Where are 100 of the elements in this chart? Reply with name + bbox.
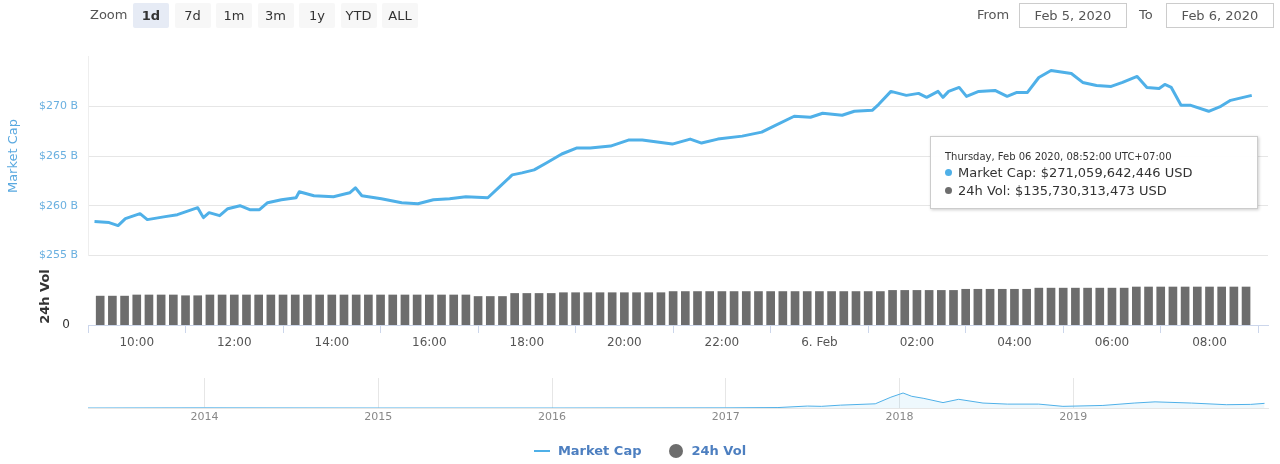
bar xyxy=(839,291,849,325)
bar xyxy=(766,291,775,325)
x-tick-label: 06:00 xyxy=(1094,335,1130,350)
bar xyxy=(156,294,166,325)
bar xyxy=(815,291,824,325)
bar xyxy=(863,291,873,325)
bar xyxy=(851,291,861,325)
bar xyxy=(522,293,532,325)
bar xyxy=(1144,286,1153,325)
bar xyxy=(400,294,410,325)
x-tick-label: 22:00 xyxy=(704,335,740,350)
bar xyxy=(412,294,422,325)
bar xyxy=(376,294,385,325)
text: ALL xyxy=(382,3,418,28)
bar xyxy=(339,294,349,325)
bar xyxy=(144,294,154,325)
bar xyxy=(1095,287,1105,325)
bar xyxy=(595,292,605,325)
bar xyxy=(778,291,788,325)
bar xyxy=(1034,287,1044,325)
bar xyxy=(949,290,958,325)
tooltip-box: Thursday, Feb 06 2020, 08:52:00 UTC+07:00 Market Cap: $271,059,642,446 USD 24h Vol: $135,730,313,473 USD xyxy=(930,136,1258,209)
x-tick-label: 2015 xyxy=(364,410,393,424)
bar xyxy=(485,296,495,325)
bar xyxy=(1132,286,1141,325)
x-tick-label: 08:00 xyxy=(1192,335,1227,350)
bar xyxy=(985,288,995,325)
bar xyxy=(315,294,324,325)
bar xyxy=(303,294,312,325)
bar xyxy=(1205,286,1214,325)
x-tick-label: 18:00 xyxy=(509,335,545,350)
bar xyxy=(668,291,678,325)
bar xyxy=(1022,288,1031,325)
bar xyxy=(620,292,629,325)
legend-label: 24h Vol xyxy=(691,443,747,458)
bar xyxy=(559,292,568,325)
x-tick-label: 2018 xyxy=(885,410,914,424)
text: From xyxy=(977,7,1010,22)
bar xyxy=(912,290,922,325)
bar xyxy=(473,296,483,325)
bar xyxy=(205,294,215,325)
bar xyxy=(961,288,971,325)
bar xyxy=(973,288,983,325)
bar xyxy=(1046,287,1056,325)
text: Zoom xyxy=(90,7,128,22)
text: 7d xyxy=(174,3,211,28)
text: YTD xyxy=(340,3,377,28)
bar xyxy=(132,294,142,325)
bar xyxy=(705,291,715,325)
x-tick-label: 14:00 xyxy=(314,335,350,350)
bar xyxy=(254,294,263,325)
bar xyxy=(888,290,897,325)
x-tick-label: 04:00 xyxy=(997,335,1032,350)
bar xyxy=(169,294,178,325)
date-field: Feb 5, 2020 xyxy=(1019,3,1127,28)
legend-label: Market Cap xyxy=(557,443,642,458)
bar xyxy=(924,290,934,325)
text: 1y xyxy=(299,3,335,28)
bar xyxy=(534,293,544,325)
bar xyxy=(242,294,251,325)
bar xyxy=(388,294,398,325)
bar xyxy=(1180,286,1190,325)
x-tick-label: 2019 xyxy=(1059,410,1088,424)
bar xyxy=(1107,287,1117,325)
bar xyxy=(644,292,654,325)
text: 0 xyxy=(62,317,70,332)
y-tick-label: $255 B xyxy=(38,248,78,262)
bar xyxy=(1241,286,1251,325)
y-axis-title: Market Cap xyxy=(5,118,21,194)
date-field: Feb 6, 2020 xyxy=(1166,3,1274,28)
bar xyxy=(583,292,593,325)
annotation: 24h Vol: $135,730,313,473 USD xyxy=(958,183,1167,198)
bar xyxy=(1071,287,1080,325)
bar xyxy=(802,291,812,325)
bar xyxy=(729,291,739,325)
bar xyxy=(120,295,129,325)
text: To xyxy=(1139,7,1153,22)
bar xyxy=(790,291,800,325)
bar xyxy=(876,291,885,325)
y-axis-title: 24h Vol xyxy=(37,269,53,324)
bar xyxy=(510,293,519,325)
bar xyxy=(449,294,459,325)
bar xyxy=(437,294,446,325)
y-tick-label: $270 B xyxy=(38,99,78,113)
bar xyxy=(680,291,690,325)
bar xyxy=(364,294,373,325)
x-tick-label: 16:00 xyxy=(412,335,447,350)
bar xyxy=(217,294,227,325)
bar xyxy=(351,294,361,325)
bar xyxy=(607,292,617,325)
bar xyxy=(693,291,702,325)
bar xyxy=(193,295,203,325)
bar xyxy=(546,293,556,325)
x-tick-label: 10:00 xyxy=(119,335,155,350)
bar xyxy=(290,294,300,325)
bar xyxy=(1083,287,1092,325)
text: 1d xyxy=(133,3,169,28)
x-tick-label: 6. Feb xyxy=(801,335,838,350)
bar xyxy=(181,295,190,325)
x-tick-label: 12:00 xyxy=(216,335,252,350)
